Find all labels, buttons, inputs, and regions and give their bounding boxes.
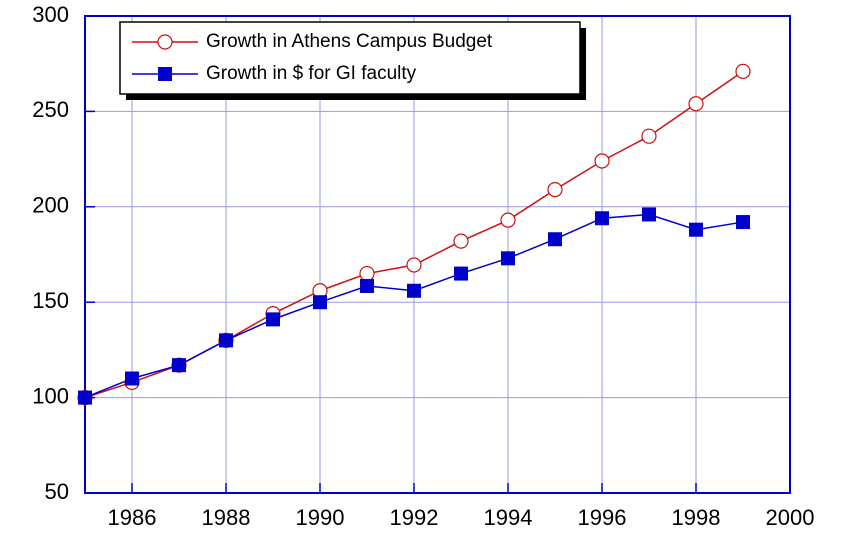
point: [219, 333, 233, 348]
point: [360, 278, 374, 293]
point: [359, 265, 375, 282]
y-tick-label: 200: [32, 193, 69, 218]
point: [595, 211, 609, 226]
x-tick-label: 1992: [390, 505, 439, 530]
x-tick-label: 1990: [296, 505, 345, 530]
point: [548, 232, 562, 247]
point: [547, 182, 563, 198]
x-tick-label: 1988: [202, 505, 251, 530]
point: [642, 207, 656, 222]
point: [407, 283, 421, 298]
point: [172, 358, 186, 373]
x-tick-label: 1994: [484, 505, 533, 530]
x-tick-label: 1998: [672, 505, 721, 530]
point: [78, 390, 92, 405]
x-tick-label: 1996: [578, 505, 627, 530]
point: [313, 295, 327, 310]
legend-label: Growth in Athens Campus Budget: [206, 31, 493, 52]
x-tick-label: 2000: [766, 505, 815, 530]
point: [689, 222, 703, 237]
plot-frame: [84, 15, 791, 494]
point: [501, 251, 515, 266]
point: [736, 215, 750, 230]
point: [454, 266, 468, 281]
legend-marker: [158, 67, 172, 81]
point: [266, 312, 280, 327]
point: [594, 153, 610, 169]
y-tick-label: 50: [45, 479, 69, 504]
y-tick-label: 100: [32, 383, 69, 408]
y-tick-label: 300: [32, 2, 69, 27]
point: [641, 128, 657, 144]
point: [406, 257, 422, 273]
legend: [119, 21, 581, 95]
point: [500, 212, 516, 228]
legend-marker: [157, 34, 173, 50]
y-tick-label: 150: [32, 288, 69, 313]
y-tick-label: 250: [32, 97, 69, 122]
point: [125, 371, 139, 386]
point: [453, 233, 469, 249]
point: [688, 96, 704, 112]
legend-label: Growth in $ for GI faculty: [206, 63, 417, 84]
x-tick-label: 1986: [108, 505, 157, 530]
point: [735, 63, 751, 79]
